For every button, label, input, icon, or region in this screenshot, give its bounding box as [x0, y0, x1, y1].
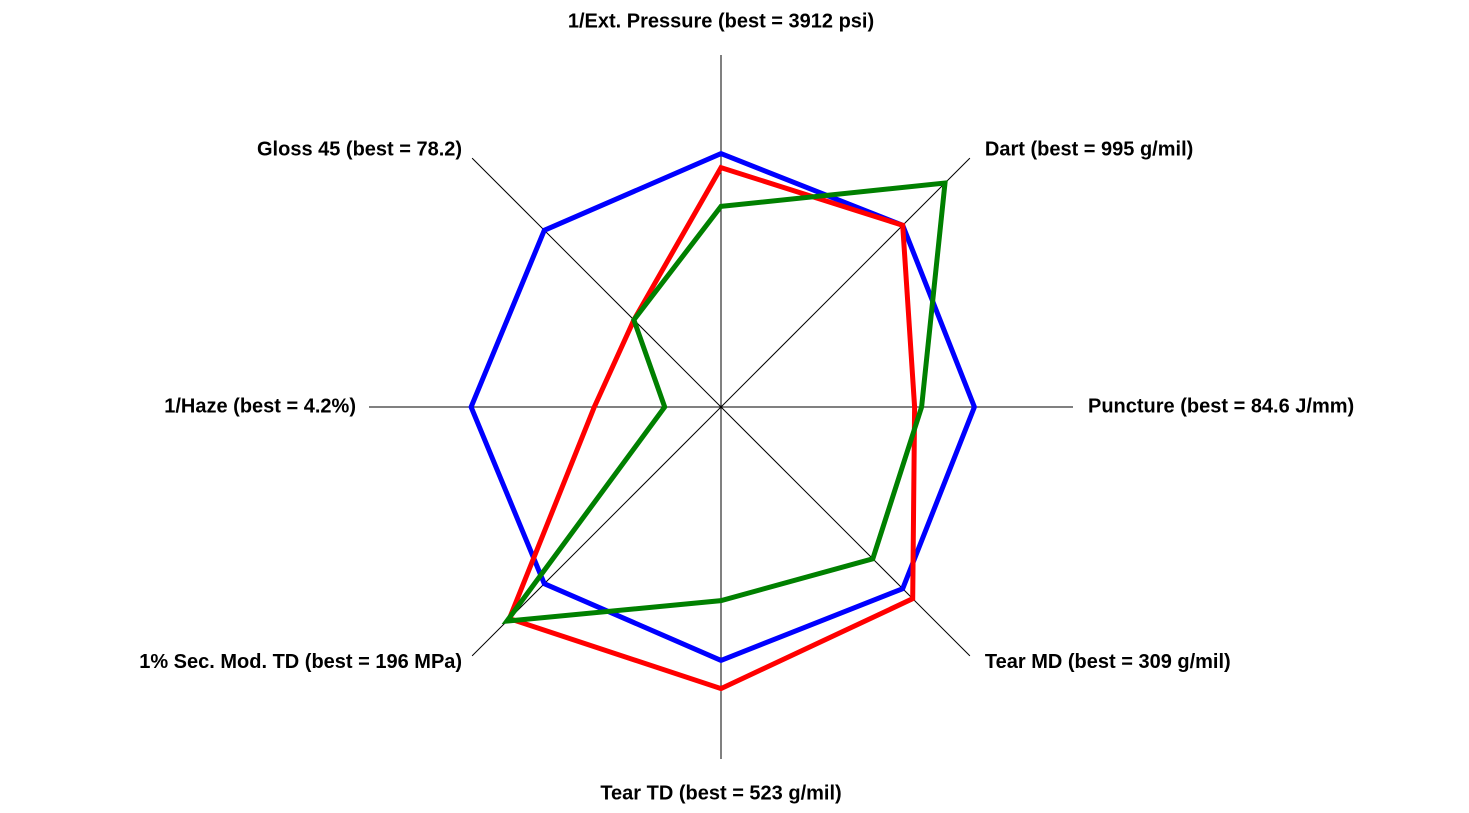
axis-label: Tear MD (best = 309 g/mil) — [985, 651, 1231, 673]
axis-label: Dart (best = 995 g/mil) — [985, 138, 1193, 160]
axis-label: 1/Ext. Pressure (best = 3912 psi) — [568, 10, 874, 32]
axis-line — [720, 157, 971, 408]
axis-line — [471, 157, 722, 408]
axis-label: Puncture (best = 84.6 J/mm) — [1088, 395, 1354, 417]
series-line — [501, 180, 948, 625]
axis-label: 1/Haze (best = 4.2%) — [164, 395, 356, 417]
axis-label: Tear TD (best = 523 g/mil) — [600, 782, 841, 804]
series-line — [506, 164, 918, 692]
axis-label: Gloss 45 (best = 78.2) — [257, 138, 462, 160]
axis-label: 1% Sec. Mod. TD (best = 196 MPa) — [139, 651, 462, 673]
series-line — [468, 150, 978, 664]
axis-line — [720, 406, 971, 657]
